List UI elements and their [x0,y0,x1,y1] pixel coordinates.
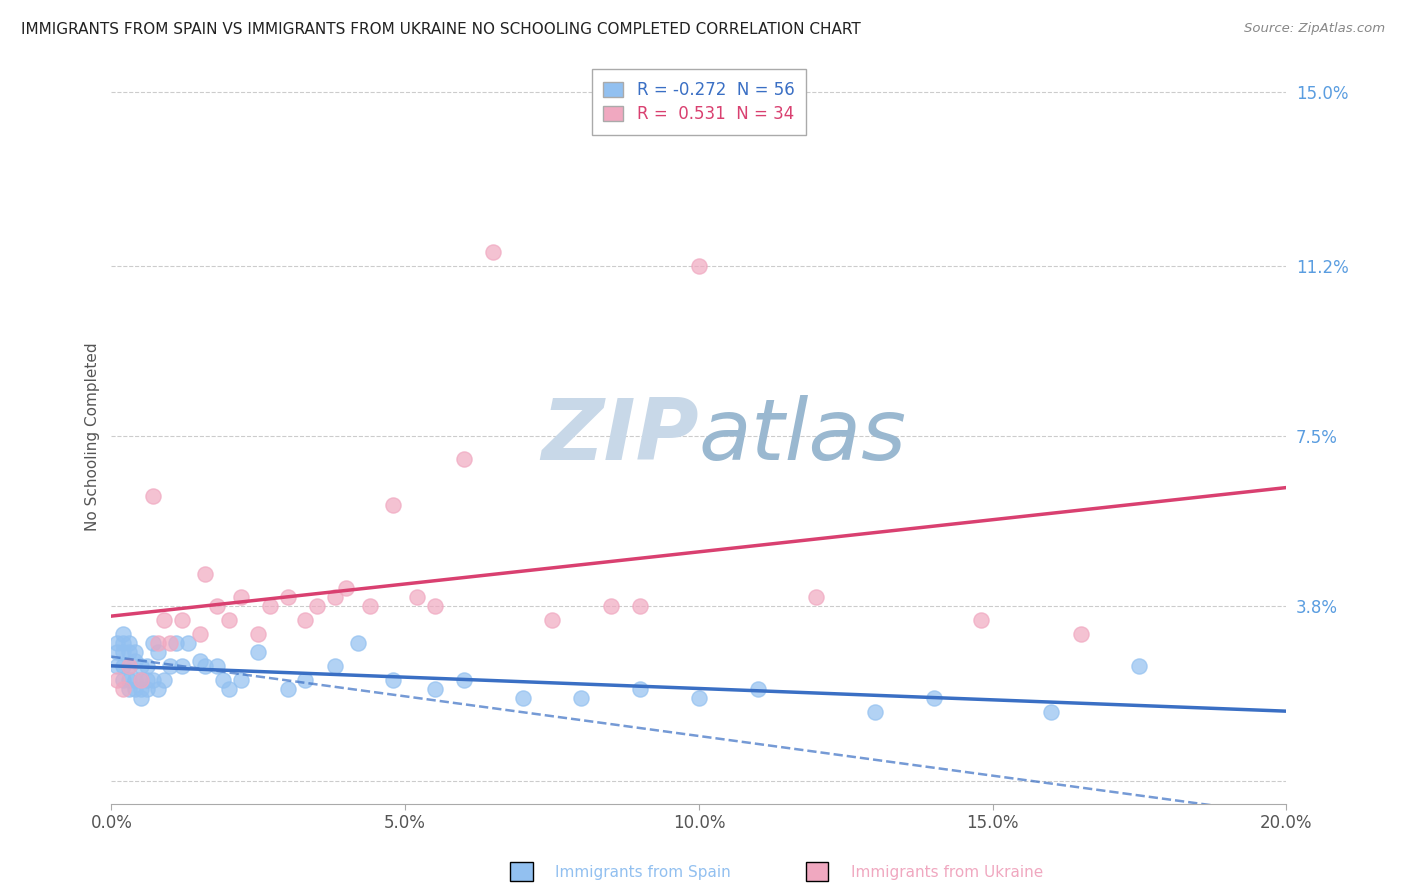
Point [688,259,710,273]
Point [188,655,211,669]
Point [129,681,152,696]
Point [148,636,170,650]
Point [194,659,217,673]
Point [112,673,135,687]
Point [294,613,316,627]
Text: Immigrants from Spain: Immigrants from Spain [555,865,731,880]
Text: Immigrants from Ukraine: Immigrants from Ukraine [851,865,1043,880]
Point [124,681,146,696]
Point [141,673,163,687]
Point [135,673,157,687]
Point [922,691,945,706]
Point [105,636,128,650]
Point [118,659,141,673]
Point [1040,705,1063,719]
Point [1128,659,1150,673]
Point [170,659,193,673]
Point [129,691,152,706]
Point [482,245,505,260]
Point [628,681,651,696]
Point [194,567,217,582]
Point [453,673,475,687]
Point [571,691,593,706]
Point [112,681,135,696]
Point [229,673,252,687]
Y-axis label: No Schooling Completed: No Schooling Completed [86,342,100,531]
Point [218,613,240,627]
Text: ZIP: ZIP [541,395,699,478]
Point [159,636,181,650]
Point [335,581,357,595]
Point [141,636,163,650]
Point [112,636,135,650]
Point [599,599,621,614]
Point [259,599,281,614]
Point [153,613,176,627]
Point [118,681,141,696]
Point [423,599,446,614]
Point [305,599,328,614]
Point [541,613,564,627]
Point [453,452,475,467]
Point [159,659,181,673]
Point [135,681,157,696]
Point [177,636,200,650]
Point [129,673,152,687]
Point [118,645,141,659]
Point [129,673,152,687]
Point [118,673,141,687]
Point [359,599,381,614]
Text: atlas: atlas [699,395,907,478]
Point [247,645,270,659]
Point [628,599,651,614]
Point [277,590,299,604]
Point [105,645,128,659]
Point [105,659,128,673]
Point [347,636,370,650]
Point [218,681,240,696]
Point [170,613,193,627]
Point [229,590,252,604]
Point [188,627,211,641]
Point [406,590,429,604]
Point [294,673,316,687]
Point [112,659,135,673]
Point [205,599,228,614]
Point [863,705,886,719]
Text: Source: ZipAtlas.com: Source: ZipAtlas.com [1244,22,1385,36]
Point [323,659,346,673]
Point [141,489,163,503]
Text: IMMIGRANTS FROM SPAIN VS IMMIGRANTS FROM UKRAINE NO SCHOOLING COMPLETED CORRELAT: IMMIGRANTS FROM SPAIN VS IMMIGRANTS FROM… [21,22,860,37]
Point [118,636,141,650]
Point [148,681,170,696]
Point [129,659,152,673]
Point [124,673,146,687]
Point [153,673,176,687]
Point [165,636,187,650]
Point [212,673,235,687]
Point [205,659,228,673]
Point [747,681,769,696]
Point [1070,627,1092,641]
Point [124,645,146,659]
Point [148,645,170,659]
Point [423,681,446,696]
Point [382,498,405,512]
Point [105,673,128,687]
Point [124,655,146,669]
Point [970,613,993,627]
Point [323,590,346,604]
Point [277,681,299,696]
Point [112,627,135,641]
Point [135,659,157,673]
Legend: R = -0.272  N = 56, R =  0.531  N = 34: R = -0.272 N = 56, R = 0.531 N = 34 [592,70,806,135]
Point [112,645,135,659]
Point [382,673,405,687]
Point [688,691,710,706]
Point [806,590,828,604]
Point [118,659,141,673]
Point [247,627,270,641]
Point [512,691,534,706]
